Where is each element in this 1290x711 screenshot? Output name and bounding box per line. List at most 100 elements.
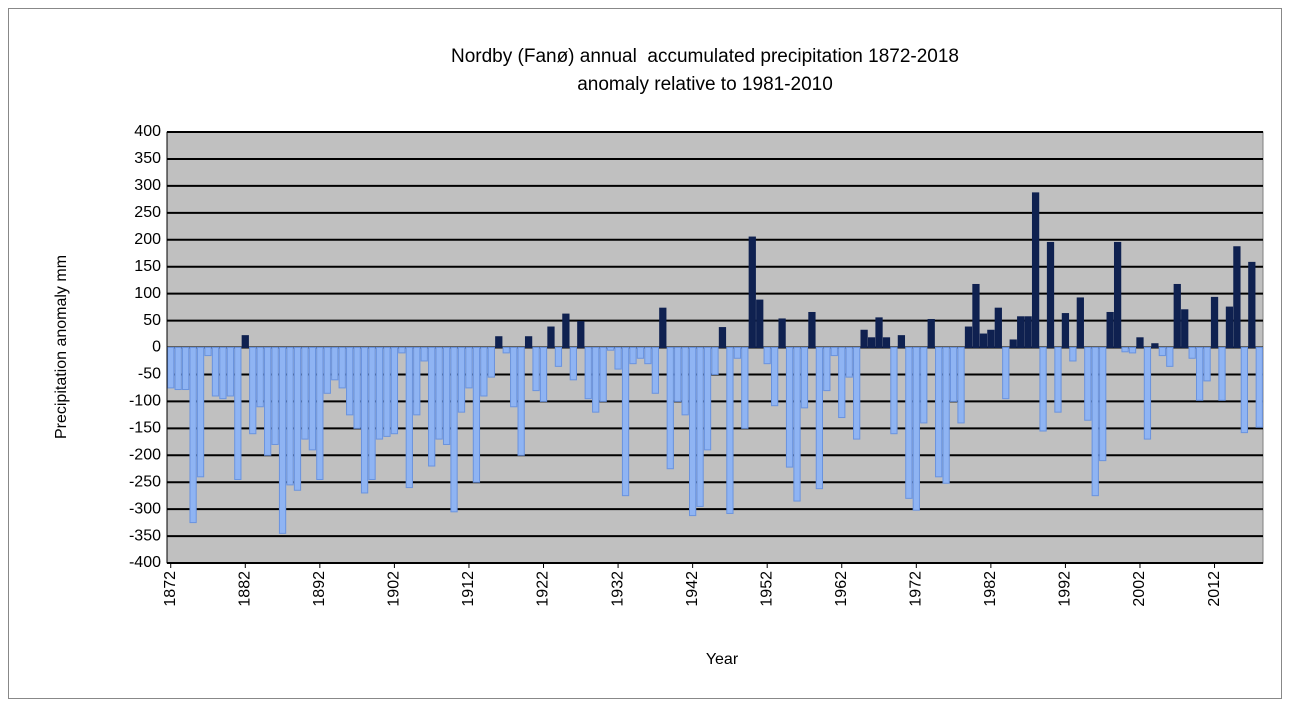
bar bbox=[1039, 347, 1047, 432]
bar bbox=[182, 347, 190, 391]
bar bbox=[1069, 347, 1077, 362]
bar bbox=[703, 347, 712, 451]
bar bbox=[830, 347, 838, 357]
y-tick-label: -150 bbox=[129, 420, 161, 437]
y-tick-label: 0 bbox=[152, 339, 161, 356]
bar bbox=[502, 347, 510, 354]
x-tick-label: 1982 bbox=[982, 571, 999, 607]
bar bbox=[338, 347, 346, 389]
x-tick-label: 1942 bbox=[684, 571, 701, 607]
bar bbox=[674, 347, 682, 402]
bar bbox=[1091, 347, 1099, 497]
bar bbox=[413, 347, 421, 416]
bar bbox=[1084, 347, 1092, 421]
bar bbox=[495, 336, 503, 349]
bar bbox=[860, 329, 868, 349]
bar bbox=[271, 347, 279, 445]
x-tick-label: 1872 bbox=[162, 571, 179, 607]
bar bbox=[1061, 313, 1070, 348]
y-tick-label: 250 bbox=[134, 204, 161, 221]
bar bbox=[1210, 296, 1219, 348]
bar bbox=[1099, 347, 1107, 462]
bar bbox=[882, 337, 891, 348]
bar bbox=[592, 347, 600, 413]
bar bbox=[636, 347, 645, 359]
x-tick-label: 1882 bbox=[237, 571, 254, 607]
bar bbox=[1158, 347, 1166, 357]
bar bbox=[1225, 306, 1234, 348]
bar bbox=[1113, 241, 1122, 349]
bar bbox=[1181, 309, 1189, 349]
bar bbox=[890, 347, 898, 435]
bar bbox=[1218, 347, 1226, 401]
bar bbox=[264, 347, 272, 456]
bar bbox=[301, 347, 309, 440]
bar bbox=[838, 347, 846, 419]
bar bbox=[920, 347, 928, 424]
x-tick-label: 1912 bbox=[460, 571, 477, 607]
bar bbox=[420, 347, 428, 362]
bar bbox=[659, 307, 667, 349]
bar bbox=[1248, 261, 1256, 348]
bar bbox=[1143, 347, 1152, 440]
bar bbox=[823, 347, 831, 392]
y-tick-label: 150 bbox=[134, 258, 161, 275]
bar bbox=[785, 347, 794, 468]
bar bbox=[390, 347, 399, 435]
bar bbox=[867, 337, 876, 348]
y-tick-label: 350 bbox=[134, 150, 161, 167]
bar bbox=[927, 318, 935, 348]
bar bbox=[457, 347, 466, 413]
y-tick-label: 100 bbox=[134, 285, 161, 302]
bar bbox=[316, 347, 324, 480]
bar bbox=[1054, 347, 1062, 413]
bar bbox=[696, 347, 704, 507]
bar bbox=[480, 347, 488, 397]
y-axis-label: Precipitation anomaly mm bbox=[53, 255, 70, 439]
bar bbox=[845, 347, 853, 378]
bar bbox=[517, 347, 525, 456]
bar bbox=[666, 347, 674, 470]
bar bbox=[219, 347, 227, 400]
bar bbox=[905, 347, 913, 499]
bar bbox=[547, 326, 555, 348]
bar bbox=[897, 335, 906, 348]
bar bbox=[435, 347, 443, 440]
bar bbox=[584, 347, 592, 400]
bar bbox=[718, 327, 727, 349]
x-tick-label: 1962 bbox=[833, 571, 850, 607]
bar bbox=[1076, 297, 1084, 348]
x-tick-label: 1992 bbox=[1057, 571, 1074, 607]
bar bbox=[204, 347, 212, 357]
bar bbox=[226, 347, 235, 397]
bar bbox=[711, 347, 719, 375]
bar bbox=[741, 347, 749, 429]
bar bbox=[331, 347, 339, 381]
bar bbox=[346, 347, 354, 416]
bar bbox=[599, 347, 607, 402]
bar bbox=[651, 347, 659, 394]
bar bbox=[748, 236, 756, 348]
y-tick-label: -50 bbox=[138, 366, 161, 383]
bar bbox=[964, 326, 973, 348]
y-tick-label: 200 bbox=[134, 231, 161, 248]
bar bbox=[524, 336, 533, 349]
bar bbox=[853, 347, 861, 440]
y-tick-label: -350 bbox=[129, 527, 161, 544]
y-tick-label: 50 bbox=[143, 312, 161, 329]
bar bbox=[539, 347, 548, 402]
bar bbox=[1151, 343, 1159, 349]
y-tick-label: 400 bbox=[134, 123, 161, 140]
bar bbox=[1121, 347, 1129, 353]
bar bbox=[614, 347, 622, 370]
bar bbox=[1233, 246, 1241, 348]
bar bbox=[972, 283, 980, 348]
x-tick-label: 1922 bbox=[535, 571, 552, 607]
bar bbox=[1136, 337, 1144, 348]
bar bbox=[360, 347, 369, 494]
bar bbox=[1106, 311, 1114, 349]
bar bbox=[174, 347, 182, 391]
bar bbox=[510, 347, 518, 408]
bar bbox=[1128, 347, 1137, 354]
bar bbox=[1046, 241, 1055, 349]
